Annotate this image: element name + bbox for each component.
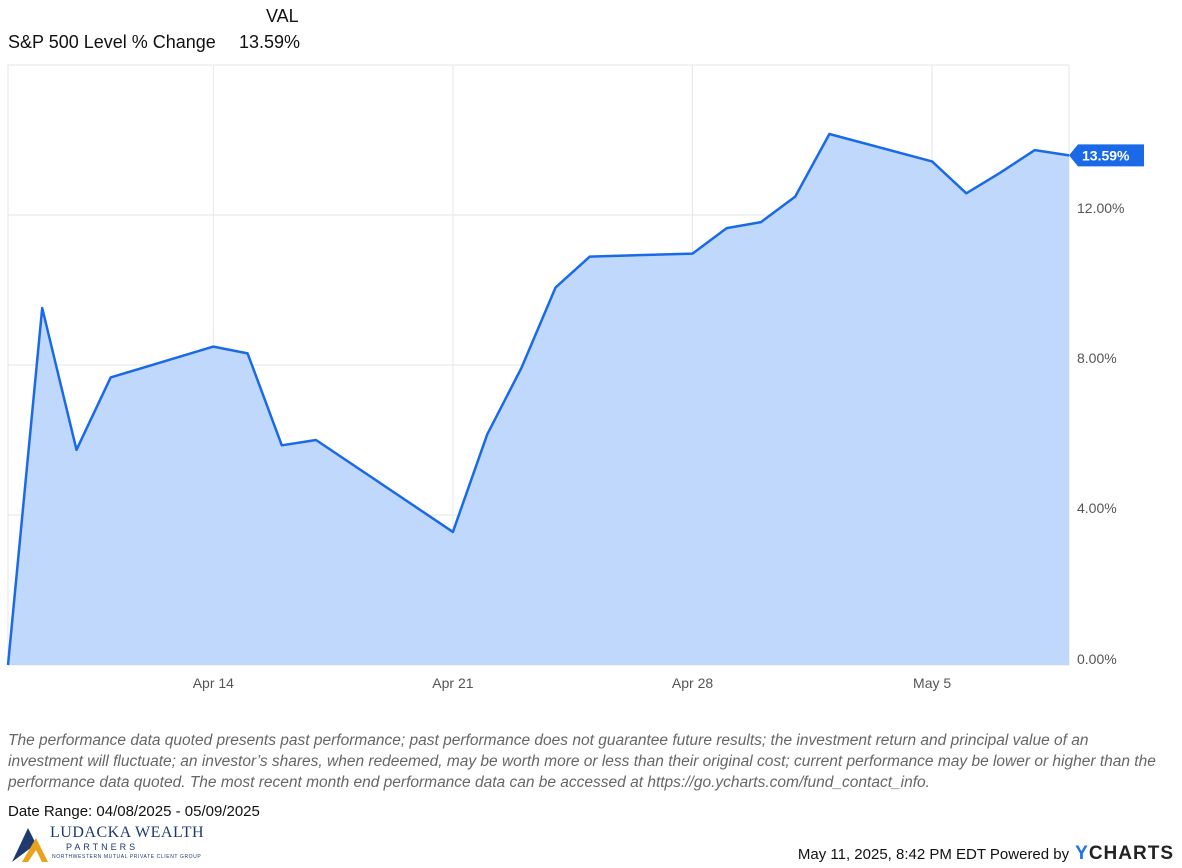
- legend-series-name: S&P 500 Level % Change: [8, 32, 216, 52]
- x-tick-label: Apr 14: [193, 675, 234, 691]
- ycharts-logo-rest: CHARTS: [1088, 843, 1174, 864]
- y-tick-label: 8.00%: [1077, 350, 1117, 366]
- last-value-label: 13.59%: [1082, 147, 1130, 163]
- date-range: Date Range: 04/08/2025 - 05/09/2025: [8, 803, 260, 820]
- legend-series-value: 13.59%: [239, 32, 301, 52]
- footer-timestamp: May 11, 2025, 8:42 PM EDT Powered by: [797, 845, 1070, 863]
- x-tick-label: Apr 28: [672, 675, 713, 691]
- logo-tagline: NORTHWESTERN MUTUAL PRIVATE CLIENT GROUP: [52, 854, 202, 860]
- ycharts-logo-y: Y: [1075, 843, 1089, 864]
- legend-column-header: VAL: [266, 6, 299, 26]
- last-value-flag: [1069, 144, 1144, 167]
- y-tick-label: 0.00%: [1077, 651, 1117, 667]
- ludacka-logo: LUDACKA WEALTH PARTNERS NORTHWESTERN MUT…: [8, 822, 204, 864]
- x-tick-label: Apr 21: [432, 675, 473, 691]
- y-tick-label: 12.00%: [1077, 200, 1124, 216]
- footer-credit: May 11, 2025, 8:42 PM EDT Powered by YCH…: [798, 843, 1174, 865]
- x-tick-label: May 5: [913, 675, 951, 691]
- disclaimer-text: The performance data quoted presents pas…: [8, 732, 1156, 791]
- y-tick-label: 4.00%: [1077, 500, 1117, 516]
- logo-sub: PARTNERS: [66, 842, 139, 852]
- ycharts-logo[interactable]: YCHARTS: [1075, 843, 1174, 865]
- logo-name: LUDACKA WEALTH: [50, 824, 205, 841]
- logo-mark-icon: [12, 828, 48, 862]
- performance-chart[interactable]: 0.00% 4.00% 8.00% 12.00% Apr 14 Apr 21 Apr 28 M…: [0, 60, 1182, 700]
- series-area: [8, 134, 1069, 665]
- series-line: [6, 132, 1070, 666]
